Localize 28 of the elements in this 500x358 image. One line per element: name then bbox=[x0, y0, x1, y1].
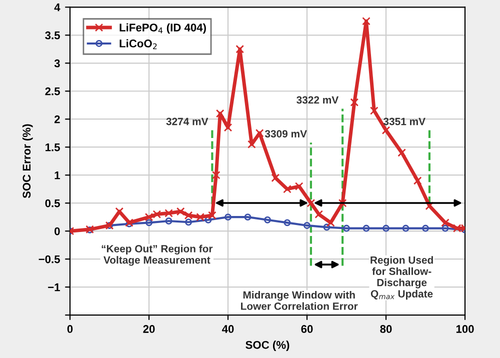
annotation: “Keep Out” Region for Voltage Measurement bbox=[102, 244, 213, 266]
y-axis-title: SOC Error (%) bbox=[22, 124, 33, 198]
x-axis-title: SOC (%) bbox=[246, 340, 290, 352]
y-tick-label: 1.5 bbox=[46, 143, 60, 152]
y-tick-label: 3 bbox=[54, 59, 60, 68]
x-tick-label: 80 bbox=[380, 325, 392, 333]
x-tick-label: 40 bbox=[222, 325, 234, 333]
ref-line-label: 3309 mV bbox=[264, 130, 307, 138]
ref-line-label: 3274 mV bbox=[166, 118, 208, 126]
y-tick-label: 4 bbox=[54, 4, 60, 12]
x-tick-label: 20 bbox=[143, 325, 155, 333]
y-tick-label: 0.5 bbox=[45, 199, 60, 208]
y-tick-label: 2 bbox=[54, 115, 60, 124]
y-tick-label: 2.5 bbox=[45, 87, 60, 96]
y-tick-label: 1 bbox=[54, 171, 60, 180]
ref-line-label: 3351 mV bbox=[383, 118, 426, 126]
annotation: Midrange Window with Lower Correlation Error bbox=[241, 290, 358, 310]
legend-label: LiCoO$_{2}$ bbox=[120, 39, 157, 50]
legend-label: LiFePO$_{4}$ (ID 404) bbox=[120, 23, 206, 34]
y-tick-label: −0.5 bbox=[38, 255, 60, 264]
annotation: Region Used for Shallow- Discharge Q$_{max}$ Update bbox=[370, 256, 433, 300]
ref-line-label: 3322 mV bbox=[296, 96, 339, 104]
x-tick-label: 0 bbox=[67, 325, 73, 333]
y-tick-label: 3.5 bbox=[45, 31, 60, 40]
x-tick-label: 100 bbox=[456, 325, 474, 333]
y-tick-label: 0 bbox=[54, 227, 60, 236]
y-tick-label: −1 bbox=[48, 283, 60, 292]
x-tick-label: 60 bbox=[301, 325, 313, 333]
